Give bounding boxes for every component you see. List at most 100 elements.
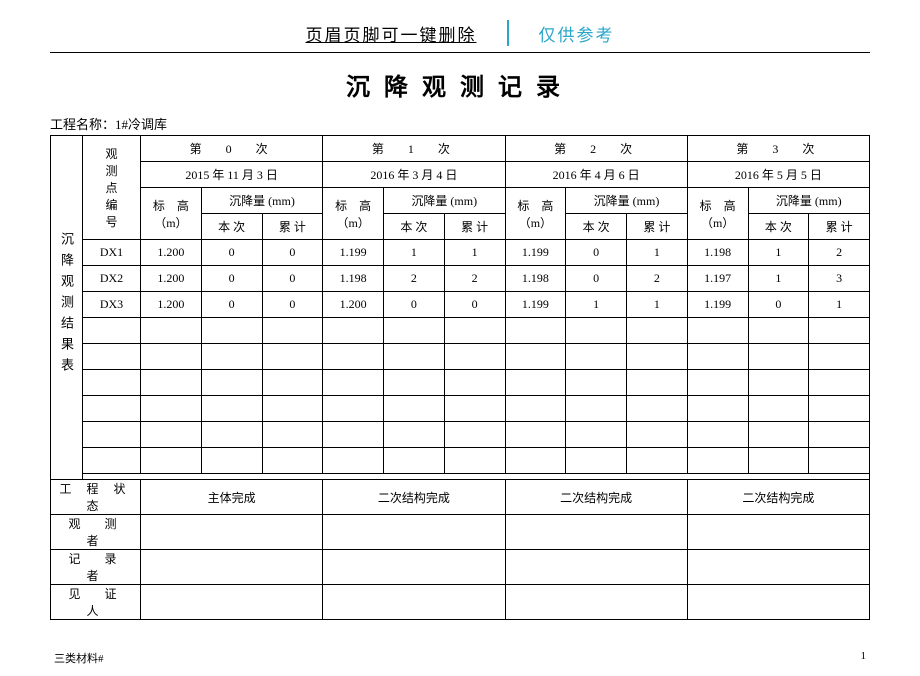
witness-2 <box>505 585 687 620</box>
c: 1.198 <box>687 240 748 266</box>
c <box>505 370 566 396</box>
c <box>627 396 688 422</box>
c: 2 <box>627 266 688 292</box>
page-title: 沉降观测记录 <box>50 67 870 102</box>
r3-settle: 沉降量 (mm) <box>748 188 870 214</box>
c: 0 <box>201 292 262 318</box>
c: 1 <box>444 240 505 266</box>
c: 2 <box>809 240 870 266</box>
c: 0 <box>566 266 627 292</box>
pt <box>83 448 141 474</box>
table-row <box>51 344 870 370</box>
c <box>262 344 323 370</box>
c <box>323 448 384 474</box>
table-row: 2015 年 11 月 3 日 2016 年 3 月 4 日 2016 年 4 … <box>51 162 870 188</box>
side-label-cell: 沉降观测结果表 <box>51 136 83 480</box>
c <box>384 448 445 474</box>
status-2: 二次结构完成 <box>505 480 687 515</box>
pt-l5: 号 <box>83 213 140 230</box>
c <box>809 448 870 474</box>
table-row <box>51 422 870 448</box>
observer-0 <box>141 515 323 550</box>
c: 1.199 <box>505 292 566 318</box>
recorder-0 <box>141 550 323 585</box>
c <box>687 448 748 474</box>
c: 0 <box>384 292 445 318</box>
pt: DX1 <box>83 240 141 266</box>
c: 1 <box>809 292 870 318</box>
c: 1 <box>748 266 809 292</box>
c <box>384 344 445 370</box>
recorder-1 <box>323 550 505 585</box>
c <box>627 448 688 474</box>
c: 0 <box>262 240 323 266</box>
r2-this: 本 次 <box>566 214 627 240</box>
c: 1.200 <box>141 292 202 318</box>
round-1-date: 2016 年 3 月 4 日 <box>323 162 505 188</box>
pt-l4: 编 <box>83 196 140 213</box>
point-header-cell: 观 测 点 编 号 <box>83 136 141 240</box>
page-header: 页眉页脚可一键删除 仅供参考 <box>50 20 870 46</box>
c: 1.200 <box>323 292 384 318</box>
c: 0 <box>748 292 809 318</box>
c <box>627 370 688 396</box>
c <box>384 370 445 396</box>
r1-elev-u: （m） <box>323 214 383 231</box>
table-row <box>51 318 870 344</box>
witness-1 <box>323 585 505 620</box>
c <box>384 318 445 344</box>
c <box>323 318 384 344</box>
r0-settle: 沉降量 (mm) <box>201 188 323 214</box>
c <box>201 344 262 370</box>
c <box>627 422 688 448</box>
c <box>201 370 262 396</box>
c <box>809 422 870 448</box>
project-line: 工程名称：1#冷调库 <box>50 114 870 133</box>
c: 1.199 <box>505 240 566 266</box>
c <box>748 344 809 370</box>
round-1-label: 第 1 次 <box>323 136 505 162</box>
c <box>201 422 262 448</box>
observer-label: 观 测 者 <box>51 515 141 550</box>
r0-cum: 累 计 <box>262 214 323 240</box>
pt-l2: 测 <box>83 162 140 179</box>
c <box>444 370 505 396</box>
c: 0 <box>201 266 262 292</box>
c: 0 <box>566 240 627 266</box>
round-2-date: 2016 年 4 月 6 日 <box>505 162 687 188</box>
c <box>444 344 505 370</box>
table-row: 标 高 （m） 沉降量 (mm) 标 高 （m） 沉降量 (mm) 标 高 （m… <box>51 188 870 214</box>
r2-cum: 累 计 <box>627 214 688 240</box>
c: 1.198 <box>323 266 384 292</box>
c <box>141 396 202 422</box>
c <box>384 396 445 422</box>
r3-cum: 累 计 <box>809 214 870 240</box>
header-right-text: 仅供参考 <box>539 21 615 46</box>
c: 0 <box>262 266 323 292</box>
witness-label: 见 证 人 <box>51 585 141 620</box>
c: 1 <box>384 240 445 266</box>
c <box>566 318 627 344</box>
c <box>809 318 870 344</box>
c <box>627 318 688 344</box>
c <box>687 344 748 370</box>
r1-settle: 沉降量 (mm) <box>384 188 506 214</box>
table-row: 观 测 者 <box>51 515 870 550</box>
c <box>262 422 323 448</box>
table-row <box>51 396 870 422</box>
c: 0 <box>262 292 323 318</box>
header-left-text: 页眉页脚可一键删除 <box>306 21 477 46</box>
witness-0 <box>141 585 323 620</box>
c <box>809 370 870 396</box>
c <box>444 448 505 474</box>
table-row: DX1 1.20000 1.19911 1.19901 1.19812 <box>51 240 870 266</box>
r1-this: 本 次 <box>384 214 445 240</box>
c <box>141 448 202 474</box>
c: 2 <box>444 266 505 292</box>
project-label: 工程名称： <box>50 117 115 132</box>
observer-2 <box>505 515 687 550</box>
c <box>323 344 384 370</box>
c: 2 <box>384 266 445 292</box>
settlement-table: 沉降观测结果表 观 测 点 编 号 第 0 次 第 1 次 第 2 次 第 3 … <box>50 135 870 620</box>
page-footer: 三类材料# 1 <box>50 650 870 676</box>
